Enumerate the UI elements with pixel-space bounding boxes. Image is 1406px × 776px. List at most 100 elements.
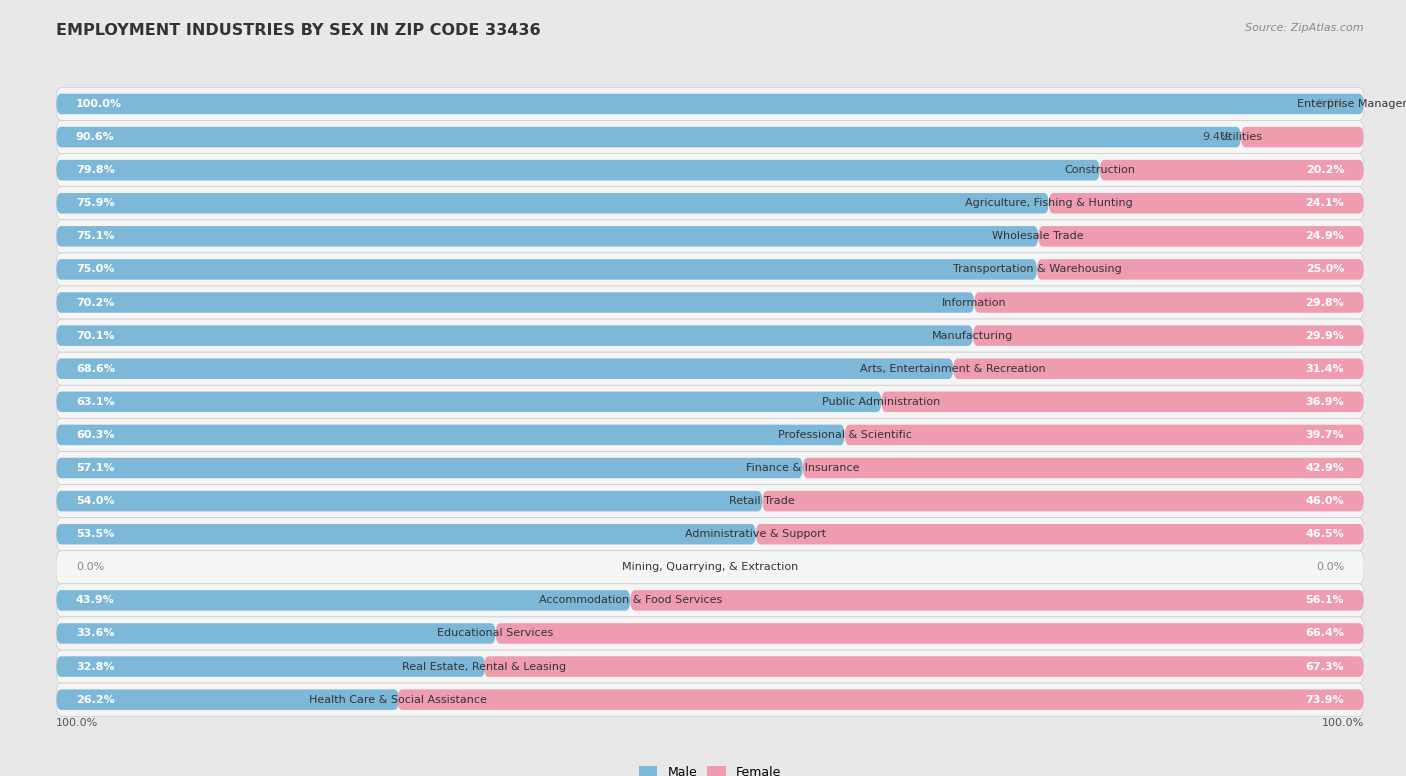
Text: 29.9%: 29.9% [1305,331,1344,341]
Text: Enterprise Management: Enterprise Management [1296,99,1406,109]
Text: Finance & Insurance: Finance & Insurance [747,463,859,473]
Text: 46.5%: 46.5% [1305,529,1344,539]
Text: 46.0%: 46.0% [1305,496,1344,506]
FancyBboxPatch shape [56,418,1364,452]
Text: 75.9%: 75.9% [76,198,114,208]
FancyBboxPatch shape [1049,193,1364,213]
FancyBboxPatch shape [398,689,1364,710]
FancyBboxPatch shape [803,458,1364,478]
Text: Public Administration: Public Administration [823,397,941,407]
FancyBboxPatch shape [56,623,495,644]
Text: 39.7%: 39.7% [1306,430,1344,440]
FancyBboxPatch shape [56,193,1049,213]
Text: 90.6%: 90.6% [76,132,115,142]
FancyBboxPatch shape [973,325,1364,346]
Text: 100.0%: 100.0% [76,99,122,109]
Text: Real Estate, Rental & Leasing: Real Estate, Rental & Leasing [402,662,567,671]
Text: 36.9%: 36.9% [1305,397,1344,407]
FancyBboxPatch shape [495,623,1364,644]
Text: 70.2%: 70.2% [76,297,114,307]
FancyBboxPatch shape [56,452,1364,484]
FancyBboxPatch shape [882,392,1364,412]
Text: 43.9%: 43.9% [76,595,115,605]
Text: Administrative & Support: Administrative & Support [685,529,827,539]
FancyBboxPatch shape [56,590,630,611]
FancyBboxPatch shape [56,154,1364,187]
Text: 68.6%: 68.6% [76,364,115,374]
FancyBboxPatch shape [56,650,1364,683]
Text: Health Care & Social Assistance: Health Care & Social Assistance [309,695,486,705]
FancyBboxPatch shape [953,359,1364,379]
FancyBboxPatch shape [56,617,1364,650]
Text: 73.9%: 73.9% [1306,695,1344,705]
Text: 75.0%: 75.0% [76,265,114,275]
FancyBboxPatch shape [56,160,1099,180]
FancyBboxPatch shape [974,293,1364,313]
FancyBboxPatch shape [56,319,1364,352]
FancyBboxPatch shape [1241,126,1364,147]
FancyBboxPatch shape [1038,226,1364,247]
FancyBboxPatch shape [56,120,1364,154]
FancyBboxPatch shape [56,584,1364,617]
Text: Retail Trade: Retail Trade [730,496,796,506]
FancyBboxPatch shape [56,458,803,478]
Text: Educational Services: Educational Services [437,629,554,639]
Text: Accommodation & Food Services: Accommodation & Food Services [538,595,721,605]
FancyBboxPatch shape [56,259,1038,279]
FancyBboxPatch shape [56,286,1364,319]
FancyBboxPatch shape [56,226,1038,247]
FancyBboxPatch shape [56,683,1364,716]
Text: 67.3%: 67.3% [1306,662,1344,671]
FancyBboxPatch shape [56,491,762,511]
FancyBboxPatch shape [484,656,1364,677]
FancyBboxPatch shape [845,424,1364,445]
Text: Wholesale Trade: Wholesale Trade [993,231,1084,241]
Text: 24.9%: 24.9% [1305,231,1344,241]
Legend: Male, Female: Male, Female [634,761,786,776]
Text: 42.9%: 42.9% [1305,463,1344,473]
FancyBboxPatch shape [1038,259,1364,279]
FancyBboxPatch shape [56,385,1364,418]
FancyBboxPatch shape [56,656,485,677]
Text: 9.4%: 9.4% [1202,132,1230,142]
FancyBboxPatch shape [56,293,974,313]
Text: 70.1%: 70.1% [76,331,114,341]
Text: 0.0%: 0.0% [1316,563,1344,572]
Text: 66.4%: 66.4% [1305,629,1344,639]
FancyBboxPatch shape [56,325,973,346]
Text: Information: Information [942,297,1007,307]
Text: Transportation & Warehousing: Transportation & Warehousing [952,265,1122,275]
FancyBboxPatch shape [56,524,756,545]
Text: Manufacturing: Manufacturing [932,331,1014,341]
Text: 24.1%: 24.1% [1305,198,1344,208]
FancyBboxPatch shape [56,424,845,445]
FancyBboxPatch shape [56,359,953,379]
FancyBboxPatch shape [56,220,1364,253]
Text: 0.0%: 0.0% [76,563,104,572]
Text: 100.0%: 100.0% [56,719,98,729]
Text: 54.0%: 54.0% [76,496,114,506]
FancyBboxPatch shape [56,187,1364,220]
FancyBboxPatch shape [1099,160,1364,180]
FancyBboxPatch shape [762,491,1364,511]
Text: Professional & Scientific: Professional & Scientific [778,430,911,440]
Text: 26.2%: 26.2% [76,695,115,705]
FancyBboxPatch shape [56,88,1364,120]
FancyBboxPatch shape [56,484,1364,518]
FancyBboxPatch shape [56,551,1364,584]
Text: Mining, Quarrying, & Extraction: Mining, Quarrying, & Extraction [621,563,799,572]
Text: 63.1%: 63.1% [76,397,114,407]
Text: 25.0%: 25.0% [1306,265,1344,275]
FancyBboxPatch shape [56,518,1364,551]
Text: EMPLOYMENT INDUSTRIES BY SEX IN ZIP CODE 33436: EMPLOYMENT INDUSTRIES BY SEX IN ZIP CODE… [56,23,541,38]
FancyBboxPatch shape [56,253,1364,286]
FancyBboxPatch shape [56,94,1364,114]
FancyBboxPatch shape [756,524,1364,545]
Text: 31.4%: 31.4% [1306,364,1344,374]
Text: 57.1%: 57.1% [76,463,114,473]
FancyBboxPatch shape [630,590,1364,611]
FancyBboxPatch shape [56,392,882,412]
Text: Construction: Construction [1064,165,1135,175]
Text: 53.5%: 53.5% [76,529,114,539]
Text: 20.2%: 20.2% [1306,165,1344,175]
